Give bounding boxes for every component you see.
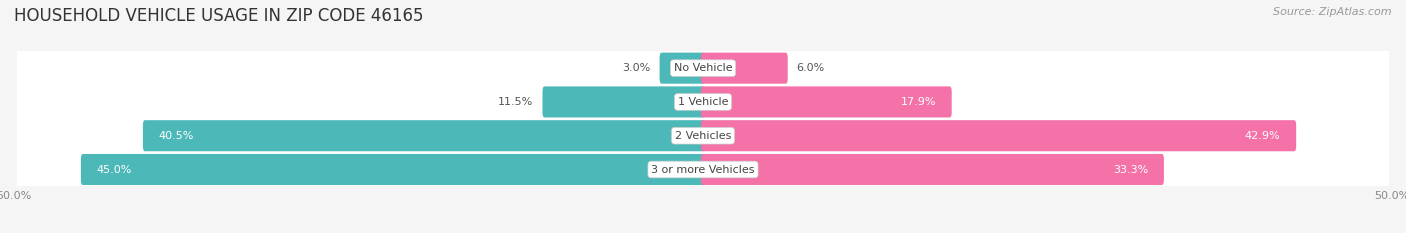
- Text: 3.0%: 3.0%: [623, 63, 651, 73]
- FancyBboxPatch shape: [702, 53, 787, 84]
- Text: 45.0%: 45.0%: [97, 164, 132, 175]
- FancyBboxPatch shape: [702, 120, 1296, 151]
- Legend: Owner-occupied, Renter-occupied: Owner-occupied, Renter-occupied: [585, 232, 821, 233]
- FancyBboxPatch shape: [702, 154, 1164, 185]
- FancyBboxPatch shape: [17, 111, 1389, 161]
- FancyBboxPatch shape: [702, 86, 952, 117]
- FancyBboxPatch shape: [82, 154, 704, 185]
- Text: 40.5%: 40.5%: [159, 131, 194, 141]
- FancyBboxPatch shape: [17, 77, 1389, 127]
- Text: 1 Vehicle: 1 Vehicle: [678, 97, 728, 107]
- Text: 3 or more Vehicles: 3 or more Vehicles: [651, 164, 755, 175]
- Text: 6.0%: 6.0%: [797, 63, 825, 73]
- FancyBboxPatch shape: [17, 43, 1389, 93]
- Text: 17.9%: 17.9%: [900, 97, 936, 107]
- Text: Source: ZipAtlas.com: Source: ZipAtlas.com: [1274, 7, 1392, 17]
- Text: HOUSEHOLD VEHICLE USAGE IN ZIP CODE 46165: HOUSEHOLD VEHICLE USAGE IN ZIP CODE 4616…: [14, 7, 423, 25]
- Text: 33.3%: 33.3%: [1112, 164, 1149, 175]
- Text: 11.5%: 11.5%: [498, 97, 533, 107]
- Text: 42.9%: 42.9%: [1244, 131, 1281, 141]
- FancyBboxPatch shape: [143, 120, 704, 151]
- FancyBboxPatch shape: [17, 144, 1389, 195]
- FancyBboxPatch shape: [659, 53, 704, 84]
- Text: No Vehicle: No Vehicle: [673, 63, 733, 73]
- FancyBboxPatch shape: [543, 86, 704, 117]
- Text: 2 Vehicles: 2 Vehicles: [675, 131, 731, 141]
